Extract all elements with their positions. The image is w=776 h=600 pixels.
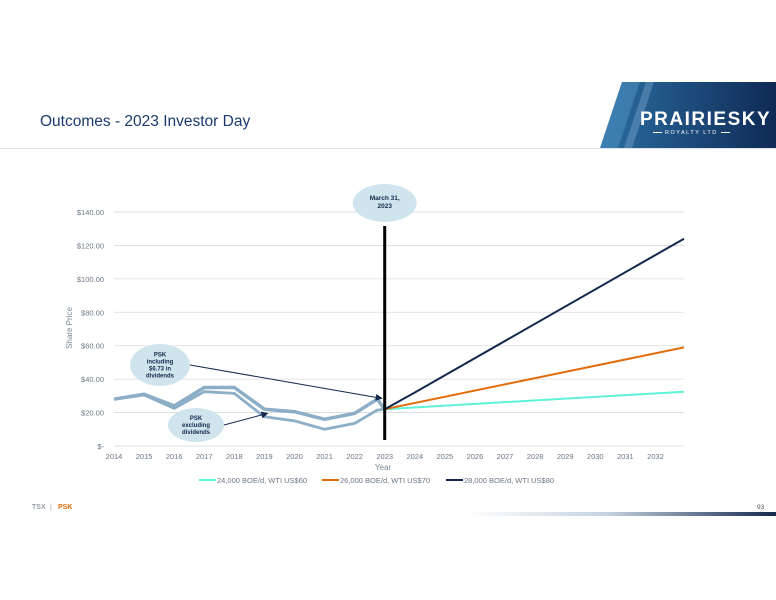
x-tick-label: 2015: [136, 452, 153, 461]
x-tick-label: 2021: [316, 452, 333, 461]
annotation-line: PSK: [190, 416, 203, 422]
y-tick-label: $20.00: [81, 409, 104, 418]
x-tick-label: 2017: [196, 452, 213, 461]
projection-line-1: [384, 390, 685, 411]
annotation-line: including: [147, 360, 174, 366]
x-tick-labels: 2014 2015 2016 2017 2018 2019 2020 2021 2022 2023…: [106, 452, 664, 461]
y-axis-label: Share Price: [65, 307, 74, 349]
x-axis-label: Year: [375, 463, 392, 472]
projection-line-2: [384, 346, 685, 411]
x-tick-label: 2029: [557, 452, 574, 461]
annotation-line: dividends: [146, 374, 175, 380]
y-tick-label: $60.00: [81, 342, 104, 351]
x-tick-label: 2024: [406, 452, 423, 461]
annotation-bubble-including: [130, 344, 190, 386]
march-31-label: March 31, 2023: [370, 195, 400, 210]
header-divider: [0, 148, 776, 149]
series: [113, 237, 685, 431]
x-tick-label: 2023: [376, 452, 393, 461]
march-31-bubble: [352, 184, 417, 222]
x-tick-label: 2027: [497, 452, 514, 461]
x-tick-label: 2030: [587, 452, 604, 461]
share-price-chart: $- $20.00 $40.00 $60.00 $80.00 $100.00 $120.00…: [65, 184, 685, 485]
y-tick-label: $40.00: [81, 375, 104, 384]
logo-subtitle: ROYALTY LTD: [650, 130, 733, 136]
y-tick-label: $120.00: [77, 241, 104, 250]
x-tick-label: 2025: [437, 452, 454, 461]
footer-divider: [0, 512, 776, 516]
annotation-line: excluding: [182, 423, 210, 429]
legend-label-2: 26,000 BOE/d, WTI US$70: [340, 476, 430, 485]
projection-line-3: [384, 237, 685, 411]
legend-label-1: 24,000 BOE/d, WTI US$60: [217, 476, 307, 485]
footer-exchange: TSX: [32, 504, 46, 511]
x-tick-label: 2022: [346, 452, 363, 461]
legend: 24,000 BOE/d, WTI US$60 26,000 BOE/d, WTI…: [199, 476, 554, 485]
annotation-line: $6.73 in: [149, 367, 171, 373]
x-tick-label: 2020: [286, 452, 303, 461]
annotation-arrow-including: [189, 364, 383, 401]
y-tick-label: $-: [97, 442, 104, 451]
march-31-callout: March 31, 2023: [352, 184, 417, 222]
y-tick-label: $100.00: [77, 275, 104, 284]
annotation-line: dividends: [182, 430, 211, 436]
annotation-text-including: PSK including $6.73 in dividends: [146, 353, 175, 380]
footer-separator: |: [50, 504, 52, 511]
x-tick-label: 2028: [527, 452, 544, 461]
annotation-arrow-excluding: [223, 411, 269, 426]
x-tick-label: 2019: [256, 452, 273, 461]
x-tick-label: 2014: [106, 452, 123, 461]
annotation-text-excluding: PSK excluding dividends: [182, 416, 211, 436]
y-tick-label: $140.00: [77, 208, 104, 217]
x-tick-label: 2032: [647, 452, 664, 461]
y-tick-label: $80.00: [81, 308, 104, 317]
gridlines: [114, 211, 684, 447]
march-31-label-line: 2023: [377, 203, 392, 210]
historical-line-including: [113, 385, 387, 422]
footer-ticker: PSK: [58, 504, 73, 511]
x-tick-label: 2016: [166, 452, 183, 461]
logo-wordmark: PRAIRIESKY: [640, 109, 772, 130]
x-tick-label: 2026: [467, 452, 484, 461]
x-tick-label: 2018: [226, 452, 243, 461]
annotation-line: PSK: [154, 353, 167, 359]
march-31-label-line: March 31,: [370, 195, 400, 202]
y-tick-labels: $- $20.00 $40.00 $60.00 $80.00 $100.00 $120.00…: [77, 208, 105, 451]
annotation-bubble-excluding: [168, 408, 224, 442]
legend-label-3: 28,000 BOE/d, WTI US$80: [464, 476, 554, 485]
page-number: 93: [757, 504, 765, 511]
x-tick-label: 2031: [617, 452, 634, 461]
slide-title: Outcomes - 2023 Investor Day: [40, 113, 251, 130]
